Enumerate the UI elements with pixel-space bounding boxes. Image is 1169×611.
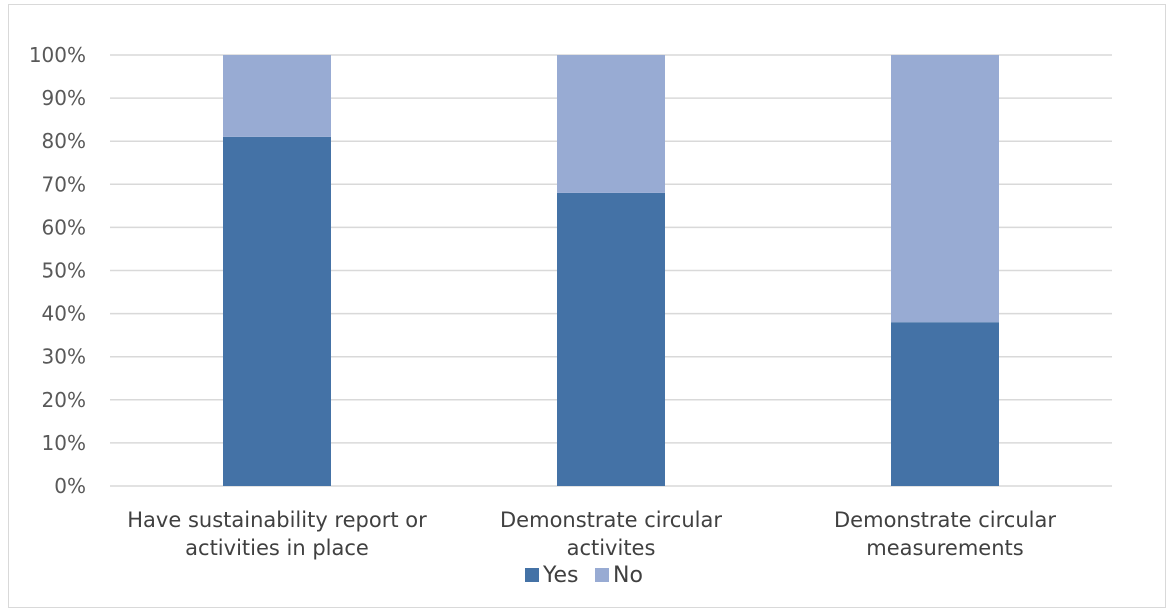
bar-no-2	[557, 55, 665, 193]
legend-swatch	[525, 568, 539, 582]
y-tick-label: 80%	[42, 129, 86, 153]
bar-no-3	[891, 55, 999, 323]
bar-yes-1	[223, 136, 331, 486]
bar-yes-3	[891, 322, 999, 486]
x-axis-category-labels: Have sustainability report or activities …	[127, 508, 1056, 560]
bars	[223, 55, 999, 487]
x-category-label: Demonstrate circular	[834, 508, 1056, 532]
y-tick-label: 30%	[42, 345, 86, 369]
y-tick-label: 0%	[54, 474, 86, 498]
bar-no-1	[223, 55, 331, 137]
y-tick-label: 100%	[29, 43, 86, 67]
legend: Yes No	[525, 563, 643, 588]
y-tick-label: 90%	[42, 86, 86, 110]
y-tick-label: 70%	[42, 172, 86, 196]
legend-item-yes: Yes	[525, 563, 579, 588]
x-category-label: activites	[567, 536, 656, 560]
y-tick-label: 50%	[42, 259, 86, 283]
x-category-label: activities in place	[185, 536, 369, 560]
x-category-label: Demonstrate circular	[500, 508, 722, 532]
bar-yes-2	[557, 192, 665, 487]
x-category-label: measurements	[866, 536, 1023, 560]
legend-label: Yes	[542, 563, 579, 588]
legend-swatch	[595, 568, 609, 582]
x-category-label: Have sustainability report or	[127, 508, 427, 532]
y-tick-label: 20%	[42, 388, 86, 412]
y-axis-tick-labels: 0% 10% 20% 30% 40% 50% 60% 70% 80% 90% 100%	[29, 43, 86, 498]
y-tick-label: 60%	[42, 215, 86, 239]
legend-item-no: No	[595, 563, 643, 588]
y-tick-label: 40%	[42, 302, 86, 326]
y-tick-label: 10%	[42, 431, 86, 455]
legend-label: No	[613, 563, 643, 588]
